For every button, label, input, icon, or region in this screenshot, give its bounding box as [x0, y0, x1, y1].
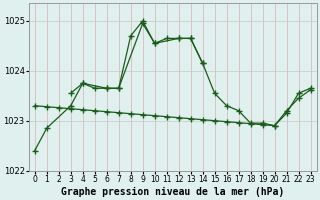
X-axis label: Graphe pression niveau de la mer (hPa): Graphe pression niveau de la mer (hPa) [61, 186, 284, 197]
